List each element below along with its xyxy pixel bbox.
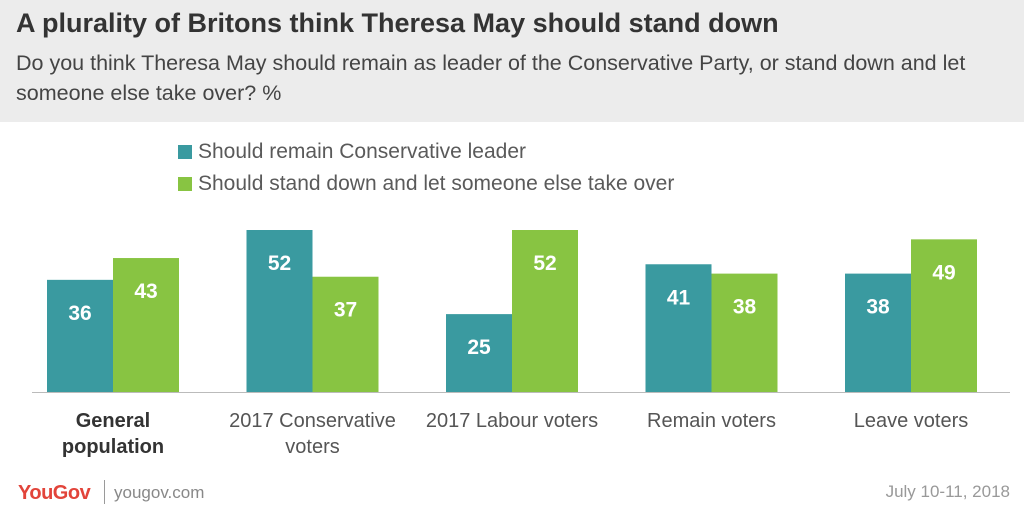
data-label-leave-voters-stand-down: 49	[932, 261, 955, 284]
data-label-remain-voters-stand-down: 38	[733, 296, 757, 319]
category-label-2017-conservative-voters-line-2: voters	[285, 436, 339, 458]
chart-subtitle: Do you think Theresa May should remain a…	[16, 51, 966, 105]
data-label-remain-voters-remain: 41	[667, 286, 691, 309]
legend-swatch-remain	[178, 145, 192, 159]
legend-item-stand-down: Should stand down and let someone else t…	[178, 168, 674, 200]
bar-remain-voters-stand-down	[711, 273, 778, 392]
header-band: A plurality of Britons think Theresa May…	[0, 0, 1024, 122]
data-label-2017-labour-voters-stand-down: 52	[533, 252, 556, 275]
data-label-2017-conservative-voters-remain: 52	[268, 252, 291, 275]
category-label-2017-conservative-voters-line-1: 2017 Conservative	[229, 410, 396, 432]
footer-date: July 10-11, 2018	[885, 482, 1010, 501]
category-label-general-population-line-2: population	[62, 436, 164, 458]
data-label-2017-conservative-voters-stand-down: 37	[334, 299, 357, 322]
bar-leave-voters-remain	[845, 273, 911, 392]
bar-general-population-remain	[47, 279, 113, 392]
bar-leave-voters-stand-down	[911, 239, 977, 392]
data-label-general-population-stand-down: 43	[134, 280, 157, 303]
data-label-general-population-remain: 36	[68, 302, 91, 325]
bar-2017-conservative-voters-stand-down	[312, 276, 379, 392]
data-label-2017-labour-voters-remain: 25	[467, 336, 491, 359]
category-label-2017-labour-voters: 2017 Labour voters	[426, 410, 598, 432]
category-label-remain-voters: Remain voters	[647, 410, 776, 432]
bar-2017-labour-voters-remain	[446, 314, 512, 392]
legend: Should remain Conservative leader Should…	[178, 136, 674, 200]
chart-title: A plurality of Britons think Theresa May…	[16, 8, 779, 38]
footer-url[interactable]: yougov.com	[114, 483, 205, 502]
bar-2017-conservative-voters-remain	[246, 230, 313, 392]
yougov-logo: YouGov	[18, 482, 91, 504]
legend-label-remain: Should remain Conservative leader	[198, 140, 527, 163]
bars-group: 36 43 52 37 25 52 41 38 38 49	[47, 230, 977, 392]
bar-2017-labour-voters-stand-down	[512, 230, 578, 392]
legend-item-remain: Should remain Conservative leader	[178, 136, 674, 168]
bar-remain-voters-remain	[645, 264, 712, 392]
category-label-leave-voters: Leave voters	[854, 410, 969, 432]
footer-divider	[104, 480, 105, 504]
legend-label-stand-down: Should stand down and let someone else t…	[198, 172, 675, 195]
bar-general-population-stand-down	[113, 258, 179, 392]
legend-swatch-stand-down	[178, 177, 192, 191]
category-label-general-population-line-1: General	[76, 410, 150, 432]
x-axis-labels: General population 2017 Conservative voters…	[62, 410, 968, 458]
data-label-leave-voters-remain: 38	[866, 296, 890, 319]
